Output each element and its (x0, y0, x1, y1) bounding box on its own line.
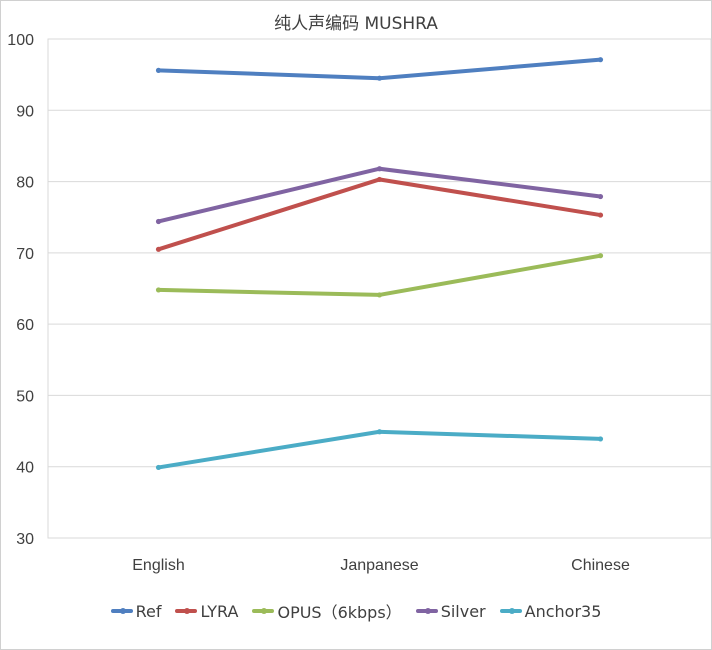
legend-item: Silver (415, 599, 486, 623)
legend: Ref LYRA OPUS（6kbps） Silver Anchor35 (1, 599, 711, 623)
legend-swatch (415, 608, 438, 614)
y-tick-label: 30 (16, 531, 34, 548)
legend-label: LYRA (200, 601, 239, 621)
data-point (597, 253, 604, 259)
y-tick-label: 90 (16, 103, 34, 120)
legend-item: OPUS（6kbps） (252, 599, 402, 623)
series-line-ref (156, 57, 603, 81)
data-point (597, 436, 604, 442)
data-point (597, 57, 604, 63)
data-point (155, 218, 162, 225)
data-point (155, 246, 162, 252)
data-point (597, 193, 604, 200)
series-line-anchor35 (156, 429, 603, 470)
legend-swatch (175, 608, 198, 614)
data-point (597, 212, 604, 218)
x-tick-label: English (132, 557, 184, 574)
plot-border (47, 38, 712, 539)
y-tick-label: 70 (16, 246, 34, 263)
legend-label: OPUS（6kbps） (277, 603, 402, 622)
y-tick-label: 60 (16, 317, 34, 334)
data-point (155, 67, 162, 73)
data-point (155, 464, 162, 471)
x-tick-label: Chinese (571, 557, 630, 574)
data-point (376, 429, 383, 435)
x-tick-label: Janpanese (340, 557, 418, 574)
data-point (376, 166, 383, 172)
series-line-opus-6kbps (156, 253, 603, 297)
legend-item: Anchor35 (499, 599, 602, 623)
y-tick-label: 40 (16, 460, 34, 477)
legend-swatch (499, 608, 522, 614)
legend-item: LYRA (175, 599, 238, 623)
data-point (376, 292, 383, 298)
legend-label: Silver (440, 601, 486, 621)
legend-item: Ref (110, 599, 162, 623)
legend-swatch (252, 608, 275, 614)
chart-title: 纯人声编码 MUSHRA (274, 14, 438, 34)
y-tick-label: 100 (7, 32, 34, 49)
y-tick-label: 80 (16, 175, 34, 192)
y-tick-label: 50 (16, 388, 34, 405)
data-point (155, 287, 162, 293)
legend-label: Ref (135, 601, 162, 621)
legend-swatch (110, 608, 133, 614)
data-point (376, 176, 383, 183)
plot-area: 30 40 50 60 70 80 90 100 English Janpanese Chinese (7, 32, 712, 574)
legend-label: Anchor35 (524, 601, 602, 621)
data-point (376, 75, 383, 81)
series-line-silver (156, 166, 603, 224)
